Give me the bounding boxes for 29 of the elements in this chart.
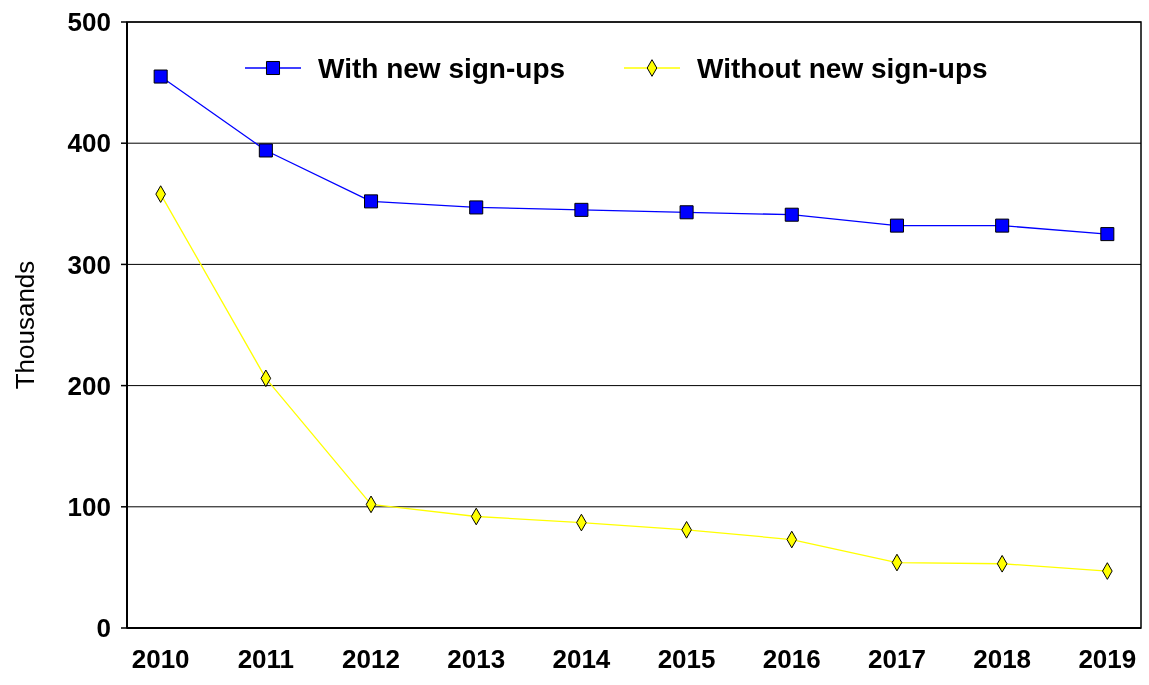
x-tick-label: 2016 <box>762 644 821 674</box>
point <box>153 69 168 84</box>
y-tick-label: 400 <box>67 128 111 159</box>
y-tick-label: 100 <box>67 491 111 522</box>
x-tick-label: 2015 <box>657 644 716 674</box>
x-tick-label: 2011 <box>237 644 295 674</box>
x-tick-label: 2010 <box>131 644 190 674</box>
y-axis-title: Thousands <box>10 260 40 390</box>
x-tick-label: 2014 <box>552 644 611 674</box>
point <box>574 202 589 217</box>
y-tick-label: 500 <box>67 7 111 38</box>
point <box>784 207 799 222</box>
point <box>258 143 273 158</box>
point <box>1100 227 1115 242</box>
point <box>364 194 379 209</box>
x-tick-label: 2012 <box>342 644 400 674</box>
point <box>679 205 694 220</box>
x-tick-label: 2019 <box>1078 644 1137 674</box>
y-tick-label: 0 <box>96 613 111 644</box>
point <box>995 218 1010 233</box>
legend-label: Without new sign-ups <box>697 52 988 84</box>
x-tick-label: 2013 <box>447 644 506 674</box>
y-tick-label: 200 <box>67 370 111 401</box>
x-tick-label: 2017 <box>868 644 926 674</box>
x-tick-label: 2018 <box>973 644 1032 674</box>
point <box>469 200 484 215</box>
point <box>889 218 904 233</box>
legend-label: With new sign-ups <box>318 52 566 84</box>
y-tick-label: 300 <box>67 249 111 280</box>
